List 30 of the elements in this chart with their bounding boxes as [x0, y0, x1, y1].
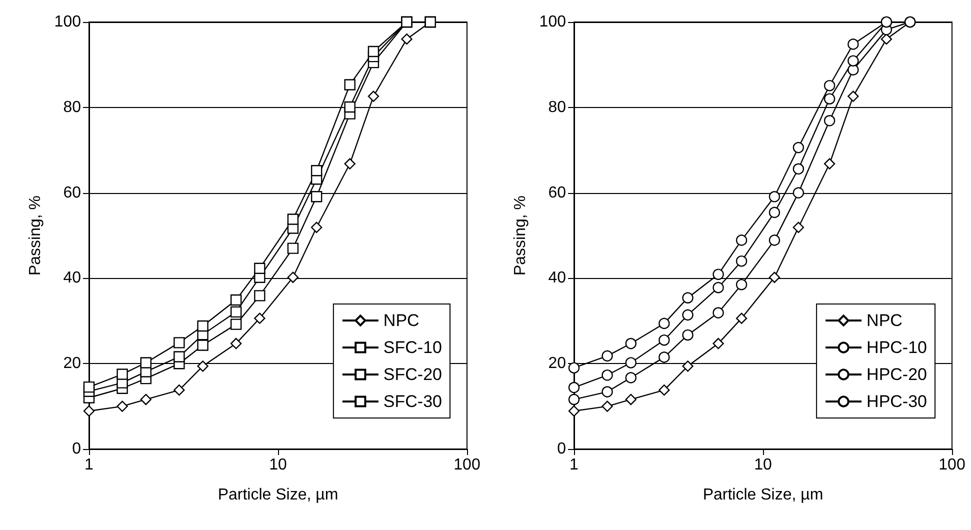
y-tick-label: 100: [539, 14, 566, 30]
x-tick-label: 10: [754, 456, 772, 474]
x-tick-label: 10: [269, 456, 287, 474]
x-tick-label: 100: [454, 456, 480, 474]
legend-label: HPC-10: [866, 338, 928, 357]
legend-label: NPC: [866, 311, 902, 330]
y-axis-title: Passing, %: [512, 195, 529, 276]
y-tick-label: 0: [557, 440, 566, 458]
legend-label: HPC-20: [866, 365, 928, 384]
y-tick-label: 40: [548, 270, 566, 287]
y-tick-label: 80: [63, 98, 82, 116]
legend-label: NPC: [383, 311, 420, 330]
x-axis-title: Particle Size, µm: [218, 486, 338, 504]
x-tick-label: 1: [570, 456, 579, 474]
y-axis-title: Passing, %: [26, 195, 44, 276]
y-tick-label: 60: [63, 184, 82, 202]
legend-label: SFC-10: [383, 338, 442, 357]
y-tick-label: 0: [72, 440, 82, 458]
y-tick-label: 80: [548, 98, 566, 116]
legend-label: SFC-20: [383, 365, 442, 384]
legend-label: HPC-30: [866, 392, 928, 411]
y-tick-label: 20: [63, 355, 82, 372]
y-tick-label: 40: [63, 270, 82, 287]
x-tick-label: 1: [84, 456, 94, 474]
x-tick-label: 100: [938, 456, 966, 474]
y-tick-label: 100: [54, 14, 82, 30]
legend-label: SFC-30: [383, 392, 442, 411]
y-tick-label: 60: [548, 184, 566, 202]
y-tick-label: 20: [548, 355, 566, 372]
x-axis-title: Particle Size, µm: [702, 486, 824, 504]
